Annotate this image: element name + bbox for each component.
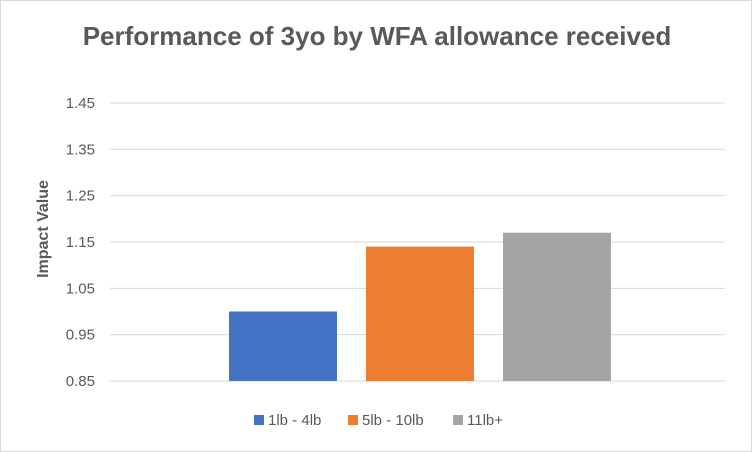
bar-2 bbox=[366, 246, 474, 381]
legend-swatch bbox=[348, 415, 358, 425]
y-tick-label: 0.95 bbox=[66, 327, 95, 344]
y-tick-label: 1.05 bbox=[66, 280, 95, 297]
legend-label: 1lb - 4lb bbox=[268, 412, 321, 429]
chart-title: Performance of 3yo by WFA allowance rece… bbox=[83, 21, 672, 51]
legend-swatch bbox=[453, 415, 463, 425]
y-tick-label: 1.45 bbox=[66, 95, 95, 112]
legend: 1lb - 4lb 5lb - 10lb 11lb+ bbox=[254, 412, 503, 429]
legend-swatch bbox=[254, 415, 264, 425]
bar-3 bbox=[503, 232, 611, 381]
bars bbox=[229, 232, 611, 381]
legend-label: 5lb - 10lb bbox=[362, 412, 424, 429]
y-axis-label: Impact Value bbox=[35, 180, 52, 278]
y-tick-label: 1.15 bbox=[66, 234, 95, 251]
legend-label: 11lb+ bbox=[467, 412, 503, 429]
y-tick-label: 1.35 bbox=[66, 141, 95, 158]
y-axis-ticks: 1.45 1.35 1.25 1.15 1.05 0.95 0.85 bbox=[66, 95, 95, 390]
y-tick-label: 0.85 bbox=[66, 373, 95, 390]
y-tick-label: 1.25 bbox=[66, 188, 95, 205]
bar-1 bbox=[229, 311, 337, 381]
